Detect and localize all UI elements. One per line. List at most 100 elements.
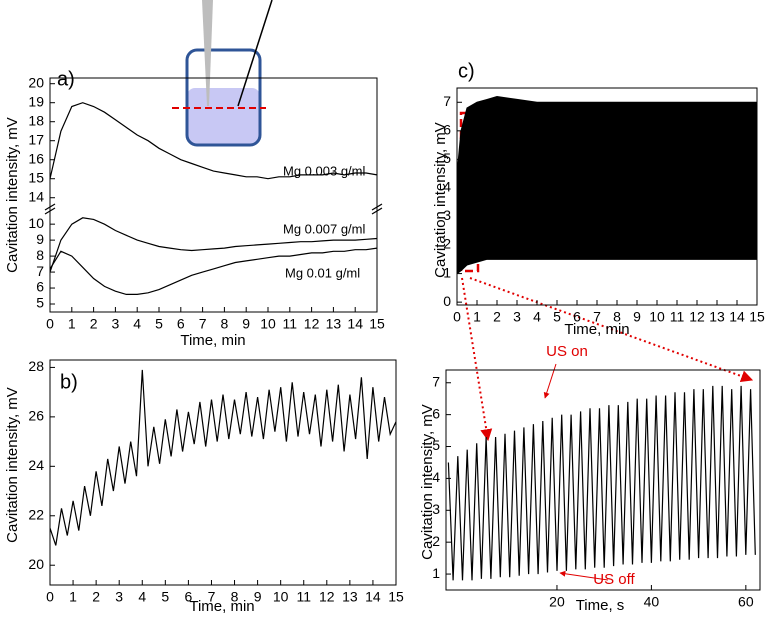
- panel-label: c): [458, 60, 475, 82]
- x-tick-label: 4: [133, 316, 141, 332]
- y-tick-label: 4: [443, 179, 451, 195]
- x-tick-label: 20: [549, 594, 565, 610]
- y-tick-label: 19: [28, 93, 44, 109]
- x-axis-label: Time, s: [576, 597, 625, 614]
- x-tick-label: 15: [369, 316, 385, 332]
- series-label: Mg 0.01 g/ml: [285, 265, 360, 280]
- x-tick-label: 2: [90, 316, 98, 332]
- x-tick-label: 10: [260, 316, 276, 332]
- x-tick-label: 8: [613, 309, 621, 325]
- x-tick-label: 0: [46, 589, 54, 605]
- signal-band: [456, 96, 758, 275]
- x-tick-label: 0: [46, 316, 54, 332]
- x-tick-label: 6: [177, 316, 185, 332]
- y-tick-label: 0: [443, 293, 451, 309]
- x-tick-label: 60: [738, 594, 754, 610]
- y-tick-label: 5: [432, 437, 440, 453]
- y-tick-label: 20: [28, 74, 44, 90]
- y-tick-label: 15: [28, 169, 44, 185]
- y-tick-label: 1: [432, 565, 440, 581]
- x-axis-label: Time, min: [564, 321, 629, 338]
- y-tick-label: 18: [28, 112, 44, 128]
- x-tick-label: 11: [670, 309, 685, 325]
- annotation: US off: [593, 571, 635, 588]
- x-tick-label: 1: [69, 589, 77, 605]
- series-label: Mg 0.003 g/ml: [283, 163, 365, 178]
- x-tick-label: 1: [68, 316, 76, 332]
- y-tick-label: 1: [443, 264, 451, 280]
- x-tick-label: 13: [709, 309, 725, 325]
- y-tick-label: 2: [443, 236, 451, 252]
- x-tick-label: 12: [304, 316, 320, 332]
- x-tick-label: 14: [347, 316, 363, 332]
- y-tick-label: 10: [28, 215, 44, 231]
- y-tick-label: 5: [36, 295, 44, 311]
- x-tick-label: 5: [161, 589, 169, 605]
- x-tick-label: 13: [326, 316, 342, 332]
- series-line: [49, 247, 378, 295]
- y-tick-label: 7: [36, 263, 44, 279]
- x-tick-label: 7: [593, 309, 601, 325]
- series-line: [49, 102, 378, 180]
- x-tick-label: 13: [342, 589, 358, 605]
- x-tick-label: 5: [155, 316, 163, 332]
- panel-label: b): [60, 371, 78, 393]
- beaker-diagram: [172, 0, 273, 147]
- x-tick-label: 9: [633, 309, 641, 325]
- x-tick-label: 15: [749, 309, 765, 325]
- x-tick-label: 12: [319, 589, 335, 605]
- annotation: US on: [546, 343, 588, 360]
- x-tick-label: 8: [221, 316, 229, 332]
- y-tick-label: 7: [443, 93, 451, 109]
- y-tick-label: 20: [28, 556, 44, 572]
- x-tick-label: 14: [365, 589, 381, 605]
- probe: [237, 0, 273, 107]
- x-tick-label: 8: [231, 589, 239, 605]
- x-tick-label: 7: [208, 589, 216, 605]
- plot-frame: [445, 369, 761, 591]
- plot-frame: [49, 77, 378, 313]
- break-marks: [44, 203, 383, 215]
- x-tick-label: 14: [729, 309, 745, 325]
- x-tick-label: 2: [92, 589, 100, 605]
- series-line: [49, 217, 378, 273]
- y-tick-label: 22: [28, 506, 44, 522]
- y-tick-label: 6: [443, 122, 451, 138]
- x-tick-label: 3: [115, 589, 123, 605]
- x-tick-label: 7: [199, 316, 207, 332]
- x-tick-label: 40: [644, 594, 660, 610]
- x-tick-label: 10: [649, 309, 665, 325]
- y-tick-label: 7: [432, 373, 440, 389]
- plot-frame: [49, 359, 397, 586]
- x-tick-label: 3: [513, 309, 521, 325]
- y-axis-label: Cavitation intensity, mV: [4, 117, 21, 273]
- x-tick-label: 5: [553, 309, 561, 325]
- horn: [202, 0, 213, 106]
- x-axis-label: Time, min: [189, 598, 254, 615]
- series-label: Mg 0.007 g/ml: [283, 221, 365, 236]
- x-tick-label: 12: [689, 309, 705, 325]
- x-tick-label: 6: [573, 309, 581, 325]
- x-tick-label: 11: [296, 589, 311, 605]
- x-tick-label: 10: [273, 589, 289, 605]
- x-tick-label: 2: [493, 309, 501, 325]
- x-tick-label: 4: [533, 309, 541, 325]
- y-tick-label: 3: [443, 207, 451, 223]
- y-axis-label: Cavitation intensity, mV: [4, 387, 21, 543]
- y-tick-label: 6: [432, 405, 440, 421]
- y-tick-label: 4: [432, 469, 440, 485]
- x-tick-label: 9: [242, 316, 250, 332]
- liquid: [187, 88, 260, 144]
- x-tick-label: 15: [388, 589, 404, 605]
- zoom-arrow: [461, 277, 493, 442]
- series-line: [447, 385, 756, 581]
- x-tick-label: 4: [138, 589, 146, 605]
- y-tick-label: 9: [36, 231, 44, 247]
- x-tick-label: 9: [254, 589, 262, 605]
- panel-label: a): [57, 68, 75, 90]
- y-tick-label: 8: [36, 247, 44, 263]
- y-tick-label: 5: [443, 150, 451, 166]
- series-line: [49, 369, 397, 546]
